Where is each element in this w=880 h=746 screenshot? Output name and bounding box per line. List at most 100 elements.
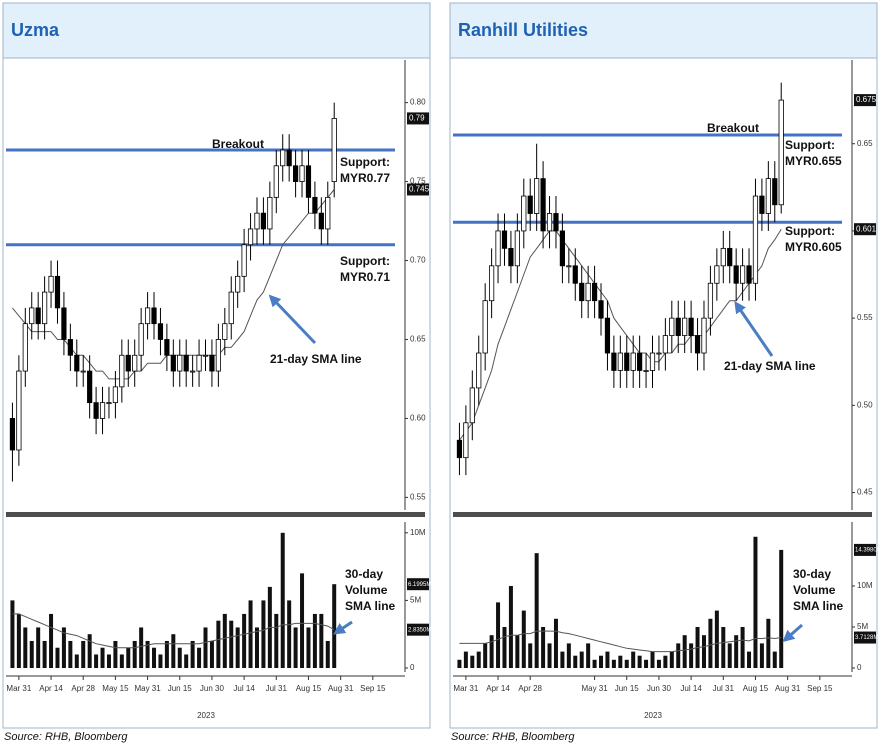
candle-body <box>604 317 611 354</box>
volume-bar <box>287 600 292 668</box>
volume-bar <box>81 640 86 668</box>
annotation: Breakout <box>212 137 264 151</box>
candle-body <box>714 265 720 284</box>
volume-bar <box>611 659 616 668</box>
candle-body <box>67 339 73 356</box>
volume-bar <box>534 553 539 668</box>
candle-body <box>476 352 482 389</box>
candle-body <box>260 212 267 230</box>
x-tick-label: Apr 14 <box>39 684 63 693</box>
candle-body <box>241 244 247 277</box>
candle-body <box>318 212 324 230</box>
volume-bar <box>229 620 234 668</box>
volume-marker-box <box>407 623 429 636</box>
candle-body <box>35 307 41 325</box>
candle-body <box>80 370 86 373</box>
volume-bar <box>483 643 488 668</box>
candle-body <box>553 213 559 232</box>
volume-marker-box <box>854 631 876 644</box>
chart-title: Ranhill Utilities <box>458 20 588 40</box>
volume-bar <box>496 602 501 668</box>
volume-bar <box>734 635 739 668</box>
volume-bar <box>740 626 745 668</box>
volume-bar <box>55 647 60 668</box>
candle-body <box>527 195 533 214</box>
volume-bar <box>203 627 208 668</box>
candle-body <box>74 354 80 372</box>
volume-bar <box>656 659 661 668</box>
price-marker-label: 0.745 <box>409 185 430 194</box>
candle-body <box>87 370 93 404</box>
annotation: MYR0.71 <box>340 270 390 284</box>
candle-body <box>501 230 508 249</box>
volume-bar <box>676 643 681 668</box>
candle-body <box>22 323 28 372</box>
volume-bar <box>727 643 732 668</box>
volume-bar <box>753 536 758 668</box>
volume-tick-label: 0 <box>857 663 862 672</box>
volume-bar <box>605 651 610 668</box>
annotation: MYR0.605 <box>785 240 842 254</box>
candle-body <box>456 439 463 459</box>
volume-bar <box>669 651 674 668</box>
volume-bar <box>29 640 34 668</box>
price-marker-box <box>854 94 876 107</box>
x-tick-label: Apr 28 <box>518 684 542 693</box>
x-tick-label: Jul 31 <box>266 684 288 693</box>
candle-body <box>649 352 656 371</box>
y-tick-label: 0.45 <box>857 488 873 497</box>
candle-body <box>54 275 61 309</box>
volume-bar <box>235 627 240 668</box>
candle-body <box>48 275 54 293</box>
candle-body <box>694 335 701 354</box>
volume-marker-label: 14.3980M <box>855 547 880 553</box>
volume-tick-label: 10M <box>857 581 873 590</box>
volume-bar <box>457 659 462 668</box>
volume-bar <box>42 640 47 668</box>
volume-bar <box>476 651 481 668</box>
candle-body <box>579 282 585 302</box>
volume-bar <box>579 651 584 668</box>
annotation: Volume <box>793 583 836 597</box>
candle-body <box>688 317 694 336</box>
candle-body <box>759 195 765 214</box>
annotation: Support: <box>785 224 835 238</box>
candle-body <box>508 247 514 267</box>
panel-header <box>449 2 878 59</box>
candle-body <box>125 354 131 372</box>
annotation: 21-day SMA line <box>270 352 362 366</box>
volume-sma-line <box>12 613 335 649</box>
x-tick-label: Jul 31 <box>713 684 735 693</box>
x-tick-label: Apr 28 <box>71 684 95 693</box>
volume-bar <box>637 655 642 668</box>
candle-body <box>235 275 241 293</box>
chart-title: Uzma <box>11 20 60 40</box>
annotation: 30-day <box>793 567 831 581</box>
candle-body <box>643 370 649 372</box>
candle-body <box>215 339 221 372</box>
candle-body <box>521 195 527 232</box>
candle-body <box>151 307 157 325</box>
candle-body <box>624 352 630 371</box>
volume-bar <box>502 626 507 668</box>
volume-bar <box>319 613 324 668</box>
candle-body <box>656 352 662 355</box>
volume-bar <box>489 635 494 668</box>
volume-bar <box>132 640 137 668</box>
candle-body <box>572 265 578 284</box>
volume-bar <box>663 655 668 668</box>
candle-body <box>144 307 151 325</box>
candle-body <box>637 352 643 371</box>
candle-body <box>177 354 183 372</box>
volume-marker-label: 2.8350M <box>408 627 431 633</box>
volume-bar <box>164 640 169 668</box>
candle-body <box>228 291 234 325</box>
x-tick-label: Jun 15 <box>615 684 640 693</box>
volume-bar <box>280 532 285 668</box>
volume-bar <box>119 654 124 668</box>
candle-body <box>138 323 144 356</box>
candle-body <box>514 230 520 267</box>
volume-bar <box>16 613 21 668</box>
candle-body <box>93 402 99 419</box>
x-tick-label: Jun 15 <box>168 684 193 693</box>
